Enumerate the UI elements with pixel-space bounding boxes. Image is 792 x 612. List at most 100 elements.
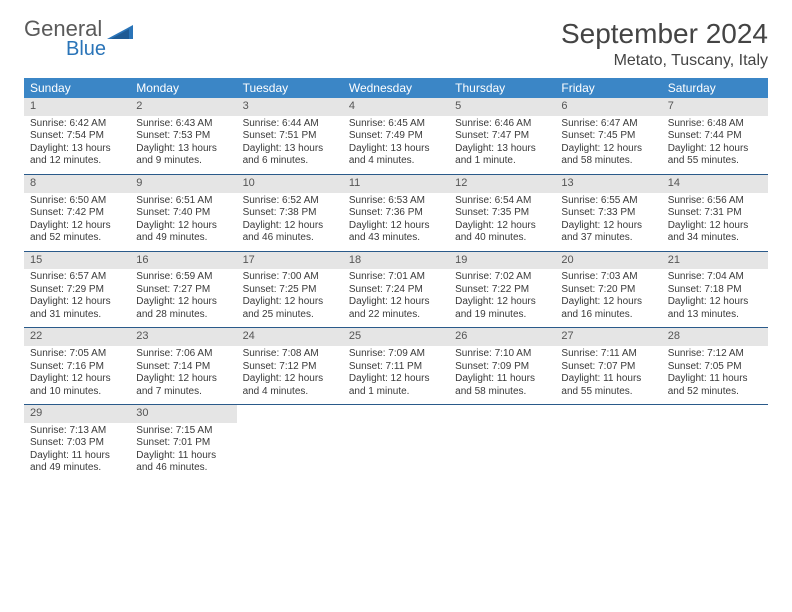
weekday-header: Saturday — [662, 78, 768, 98]
day-number: 6 — [555, 98, 661, 116]
day-number: 2 — [130, 98, 236, 116]
daylight-text: and 4 minutes. — [343, 155, 449, 168]
sunrise-text: Sunrise: 6:42 AM — [24, 118, 130, 131]
daylight-text: and 19 minutes. — [449, 309, 555, 322]
sunset-text: Sunset: 7:40 PM — [130, 207, 236, 220]
daylight-text: and 7 minutes. — [130, 386, 236, 399]
day-cell: 26 Sunrise: 7:10 AMSunset: 7:09 PMDayligh… — [449, 328, 555, 404]
daylight-text: Daylight: 12 hours — [449, 296, 555, 309]
daylight-text: and 34 minutes. — [662, 232, 768, 245]
sunrise-text: Sunrise: 7:13 AM — [24, 425, 130, 438]
day-number: 4 — [343, 98, 449, 116]
daylight-text: and 58 minutes. — [449, 386, 555, 399]
day-cell: 22Sunrise: 7:05 AMSunset: 7:16 PMDayligh… — [24, 328, 130, 404]
day-number: 21 — [662, 252, 768, 270]
sunset-text: Sunset: 7:27 PM — [130, 284, 236, 297]
sunset-text: Sunset: 7:42 PM — [24, 207, 130, 220]
daylight-text: Daylight: 12 hours — [24, 296, 130, 309]
sunset-text: Sunset: 7:25 PM — [237, 284, 343, 297]
daylight-text: Daylight: 11 hours — [24, 450, 130, 463]
sunrise-text: Sunrise: 7:10 AM — [449, 348, 555, 361]
sunset-text: Sunset: 7:54 PM — [24, 130, 130, 143]
day-cell: 21Sunrise: 7:04 AMSunset: 7:18 PMDayligh… — [662, 252, 768, 328]
sunset-text: Sunset: 7:44 PM — [662, 130, 768, 143]
sunset-text: Sunset: 7:20 PM — [555, 284, 661, 297]
sunset-text: Sunset: 7:03 PM — [24, 437, 130, 450]
day-number: 18 — [343, 252, 449, 270]
day-number: 28 — [662, 328, 768, 346]
sunrise-text: Sunrise: 7:03 AM — [555, 271, 661, 284]
day-number: 7 — [662, 98, 768, 116]
empty-cell — [237, 405, 343, 481]
daylight-text: Daylight: 11 hours — [130, 450, 236, 463]
daylight-text: Daylight: 12 hours — [24, 373, 130, 386]
day-number: 23 — [130, 328, 236, 346]
day-cell: 6Sunrise: 6:47 AMSunset: 7:45 PMDaylight… — [555, 98, 661, 174]
daylight-text: and 28 minutes. — [130, 309, 236, 322]
daylight-text: and 43 minutes. — [343, 232, 449, 245]
daylight-text: and 52 minutes. — [24, 232, 130, 245]
calendar-week: 1Sunrise: 6:42 AMSunset: 7:54 PMDaylight… — [24, 98, 768, 175]
daylight-text: Daylight: 11 hours — [555, 373, 661, 386]
day-number: 22 — [24, 328, 130, 346]
day-cell: 20Sunrise: 7:03 AMSunset: 7:20 PMDayligh… — [555, 252, 661, 328]
day-cell: 24Sunrise: 7:08 AMSunset: 7:12 PMDayligh… — [237, 328, 343, 404]
day-cell: 7Sunrise: 6:48 AMSunset: 7:44 PMDaylight… — [662, 98, 768, 174]
day-cell: 1Sunrise: 6:42 AMSunset: 7:54 PMDaylight… — [24, 98, 130, 174]
sunset-text: Sunset: 7:07 PM — [555, 361, 661, 374]
day-cell: 19Sunrise: 7:02 AMSunset: 7:22 PMDayligh… — [449, 252, 555, 328]
sunrise-text: Sunrise: 7:08 AM — [237, 348, 343, 361]
daylight-text: and 1 minute. — [343, 386, 449, 399]
calendar-body: 1Sunrise: 6:42 AMSunset: 7:54 PMDaylight… — [24, 98, 768, 481]
calendar-week: 8Sunrise: 6:50 AMSunset: 7:42 PMDaylight… — [24, 175, 768, 252]
daylight-text: and 49 minutes. — [24, 462, 130, 475]
daylight-text: and 46 minutes. — [130, 462, 236, 475]
sunrise-text: Sunrise: 6:48 AM — [662, 118, 768, 131]
daylight-text: Daylight: 13 hours — [237, 143, 343, 156]
sunrise-text: Sunrise: 7:06 AM — [130, 348, 236, 361]
sunset-text: Sunset: 7:35 PM — [449, 207, 555, 220]
daylight-text: Daylight: 12 hours — [662, 296, 768, 309]
calendar-week: 22Sunrise: 7:05 AMSunset: 7:16 PMDayligh… — [24, 328, 768, 405]
daylight-text: Daylight: 11 hours — [662, 373, 768, 386]
day-cell: 5Sunrise: 6:46 AMSunset: 7:47 PMDaylight… — [449, 98, 555, 174]
day-cell: 16Sunrise: 6:59 AMSunset: 7:27 PMDayligh… — [130, 252, 236, 328]
daylight-text: Daylight: 13 hours — [24, 143, 130, 156]
day-number: 16 — [130, 252, 236, 270]
day-number: 26 — [449, 328, 555, 346]
sunset-text: Sunset: 7:09 PM — [449, 361, 555, 374]
daylight-text: Daylight: 12 hours — [130, 296, 236, 309]
day-cell: 11Sunrise: 6:53 AMSunset: 7:36 PMDayligh… — [343, 175, 449, 251]
daylight-text: and 55 minutes. — [555, 386, 661, 399]
daylight-text: and 22 minutes. — [343, 309, 449, 322]
day-number: 9 — [130, 175, 236, 193]
sunrise-text: Sunrise: 7:09 AM — [343, 348, 449, 361]
daylight-text: and 49 minutes. — [130, 232, 236, 245]
day-cell: 30Sunrise: 7:15 AMSunset: 7:01 PMDayligh… — [130, 405, 236, 481]
day-cell: 8Sunrise: 6:50 AMSunset: 7:42 PMDaylight… — [24, 175, 130, 251]
day-number: 17 — [237, 252, 343, 270]
empty-cell — [343, 405, 449, 481]
sunset-text: Sunset: 7:51 PM — [237, 130, 343, 143]
day-cell: 15Sunrise: 6:57 AMSunset: 7:29 PMDayligh… — [24, 252, 130, 328]
daylight-text: and 9 minutes. — [130, 155, 236, 168]
daylight-text: Daylight: 12 hours — [555, 220, 661, 233]
sunrise-text: Sunrise: 6:55 AM — [555, 195, 661, 208]
daylight-text: and 31 minutes. — [24, 309, 130, 322]
daylight-text: and 37 minutes. — [555, 232, 661, 245]
day-cell: 25Sunrise: 7:09 AMSunset: 7:11 PMDayligh… — [343, 328, 449, 404]
daylight-text: and 25 minutes. — [237, 309, 343, 322]
sunset-text: Sunset: 7:45 PM — [555, 130, 661, 143]
sunset-text: Sunset: 7:24 PM — [343, 284, 449, 297]
header: General Blue September 2024 Metato, Tusc… — [24, 18, 768, 70]
daylight-text: and 6 minutes. — [237, 155, 343, 168]
daylight-text: and 1 minute. — [449, 155, 555, 168]
daylight-text: Daylight: 11 hours — [449, 373, 555, 386]
sunset-text: Sunset: 7:29 PM — [24, 284, 130, 297]
sunrise-text: Sunrise: 6:47 AM — [555, 118, 661, 131]
day-cell: 27Sunrise: 7:11 AMSunset: 7:07 PMDayligh… — [555, 328, 661, 404]
daylight-text: and 10 minutes. — [24, 386, 130, 399]
daylight-text: and 40 minutes. — [449, 232, 555, 245]
day-cell: 28Sunrise: 7:12 AMSunset: 7:05 PMDayligh… — [662, 328, 768, 404]
daylight-text: Daylight: 12 hours — [555, 296, 661, 309]
